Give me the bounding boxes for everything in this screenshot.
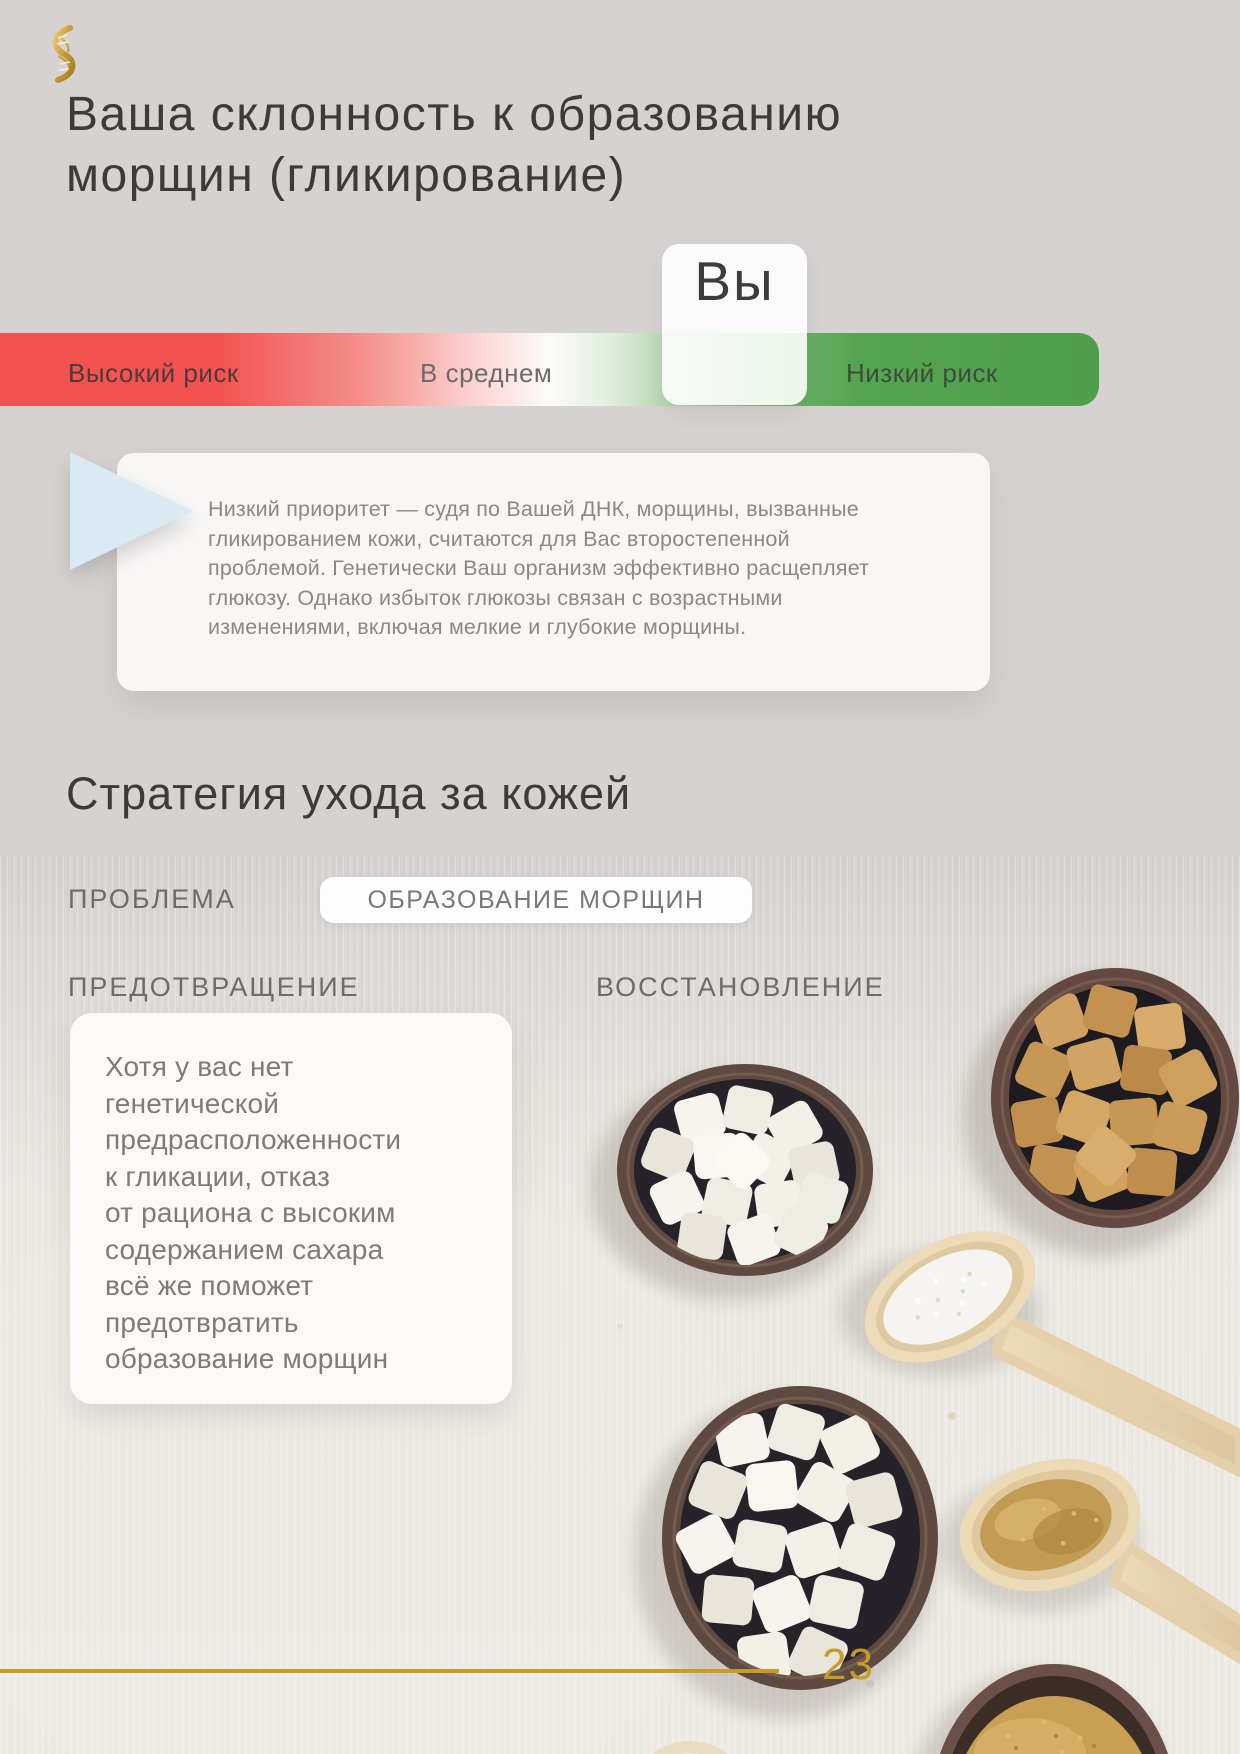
risk-label-high: Высокий риск: [68, 358, 239, 388]
risk-label-medium: В среднем: [420, 358, 553, 388]
risk-label-low: Низкий риск: [846, 358, 998, 388]
problem-value-text: ОБРАЗОВАНИЕ МОРЩИН: [367, 886, 705, 914]
pointer-triangle: [70, 452, 193, 570]
wooden-spoon-white-sugar-icon: [840, 1231, 1240, 1477]
wooden-spoon-brown-sugar-icon: [940, 1458, 1240, 1665]
strategy-section-title: Стратегия ухода за кожей: [66, 768, 632, 819]
bowl-brown-sugar-granulated-icon: [918, 1664, 1168, 1754]
column-header-prevention: ПРЕДОТВРАЩЕНИЕ: [68, 972, 360, 1002]
prevention-advice-text: Хотя у вас нет генетической предрасполож…: [105, 1051, 402, 1374]
prevention-advice-card: Хотя у вас нет генетической предрасполож…: [70, 1013, 512, 1404]
bowl-brown-sugar-cubes-icon: [964, 968, 1239, 1256]
problem-label: ПРОБЛЕМА: [68, 884, 236, 914]
risk-gradient-bar: [0, 333, 1099, 406]
column-header-restoration: ВОССТАНОВЛЕНИЕ: [596, 972, 885, 1002]
bowl-white-sugar-cubes-large-icon: [634, 1386, 938, 1718]
sugar-bowls-photo: [0, 856, 1240, 1754]
page-title: Ваша склонность к образованию морщин (гл…: [66, 88, 843, 202]
bowl-white-sugar-cubes-icon: [590, 1064, 873, 1300]
dna-summary-card: Низкий приоритет — судя по Вашей ДНК, мо…: [117, 453, 990, 691]
you-marker-label: Вы: [694, 250, 775, 312]
problem-value-badge: ОБРАЗОВАНИЕ МОРЩИН: [320, 877, 752, 923]
dna-helix-gold-icon: [52, 25, 76, 83]
footer-gold-rule: [0, 1669, 779, 1673]
dna-summary-text: Низкий приоритет — судя по Вашей ДНК, мо…: [208, 497, 870, 639]
you-position-marker: Вы: [662, 244, 807, 405]
page-number: 23: [822, 1640, 875, 1689]
